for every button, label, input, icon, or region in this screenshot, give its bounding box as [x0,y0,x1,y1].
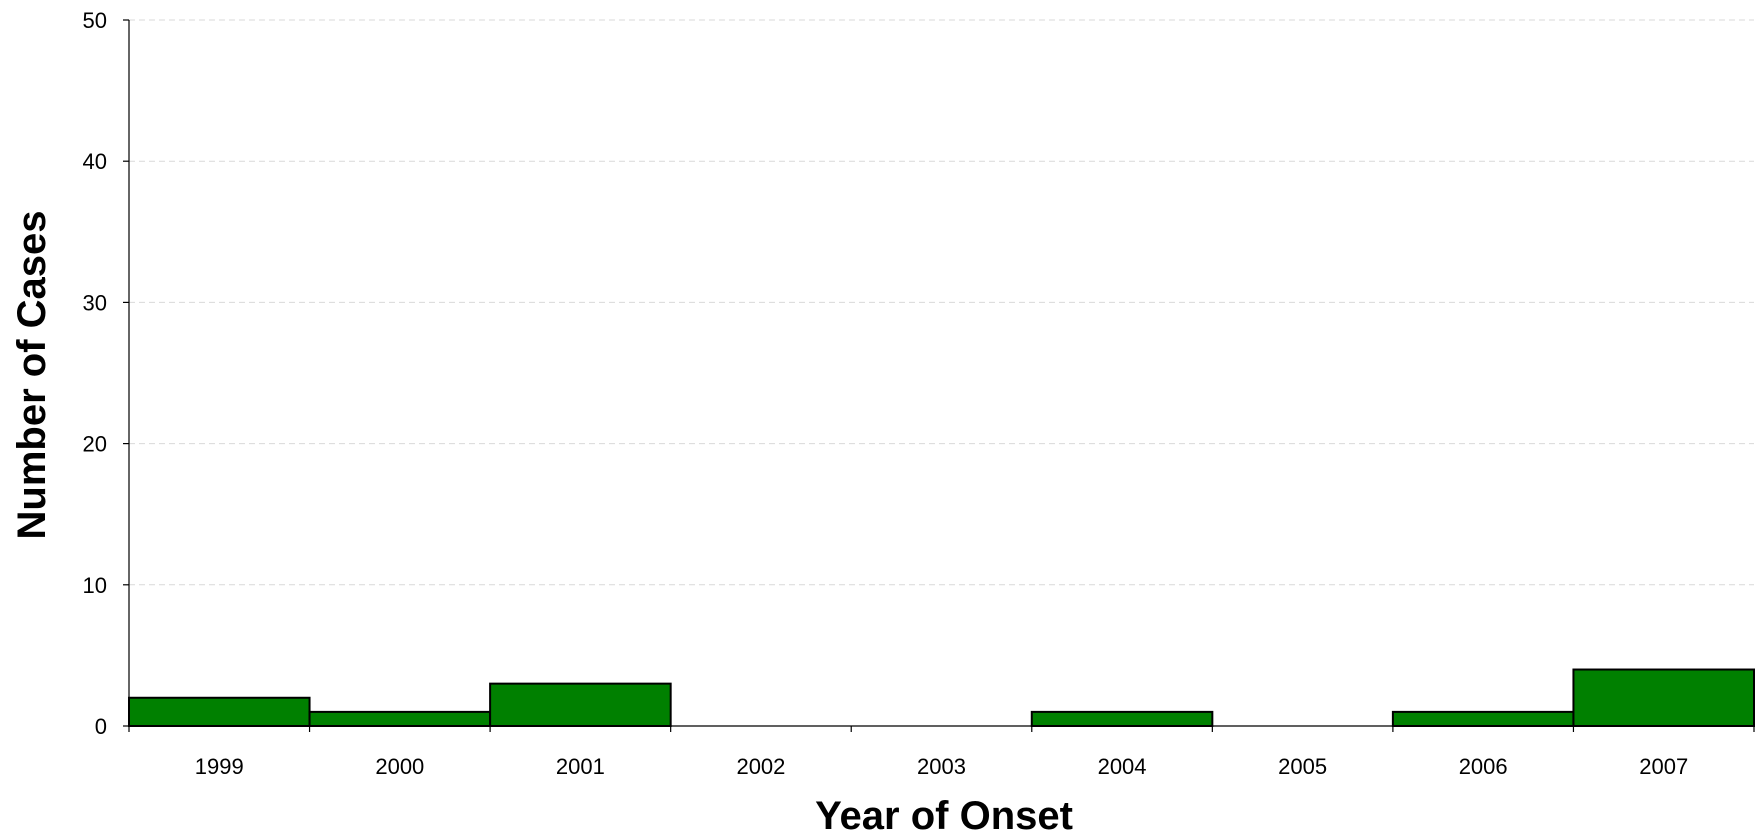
x-tick-label-2001: 2001 [556,754,605,779]
x-tick-label-2005: 2005 [1278,754,1327,779]
x-tick-label-2007: 2007 [1639,754,1688,779]
x-tick-label-1999: 1999 [195,754,244,779]
bar-2000 [310,712,491,726]
axes [123,20,1754,732]
x-tick-label-2004: 2004 [1098,754,1147,779]
bar-2007 [1573,670,1754,726]
x-axis-title: Year of Onset [815,794,1073,838]
y-tick-label: 40 [83,149,107,174]
x-tick-labels: 1999 2000 2001 2002 2003 2004 2005 2006 2007 [195,754,1688,779]
y-tick-label: 0 [95,714,107,739]
gridlines [129,20,1754,585]
x-tick-label-2003: 2003 [917,754,966,779]
bar-2001 [490,684,671,726]
bar-1999 [129,698,310,726]
x-tick-label-2006: 2006 [1459,754,1508,779]
x-tick-label-2000: 2000 [375,754,424,779]
bar-2006 [1393,712,1574,726]
bar-2004 [1032,712,1213,726]
y-tick-label: 30 [83,290,107,315]
y-axis-title: Number of Cases [10,211,54,540]
y-tick-labels: 0 10 20 30 40 50 [83,8,107,739]
x-tick-label-2002: 2002 [736,754,785,779]
y-tick-label: 20 [83,432,107,457]
y-tick-label: 50 [83,8,107,33]
y-tick-label: 10 [83,573,107,598]
bars [129,670,1754,726]
